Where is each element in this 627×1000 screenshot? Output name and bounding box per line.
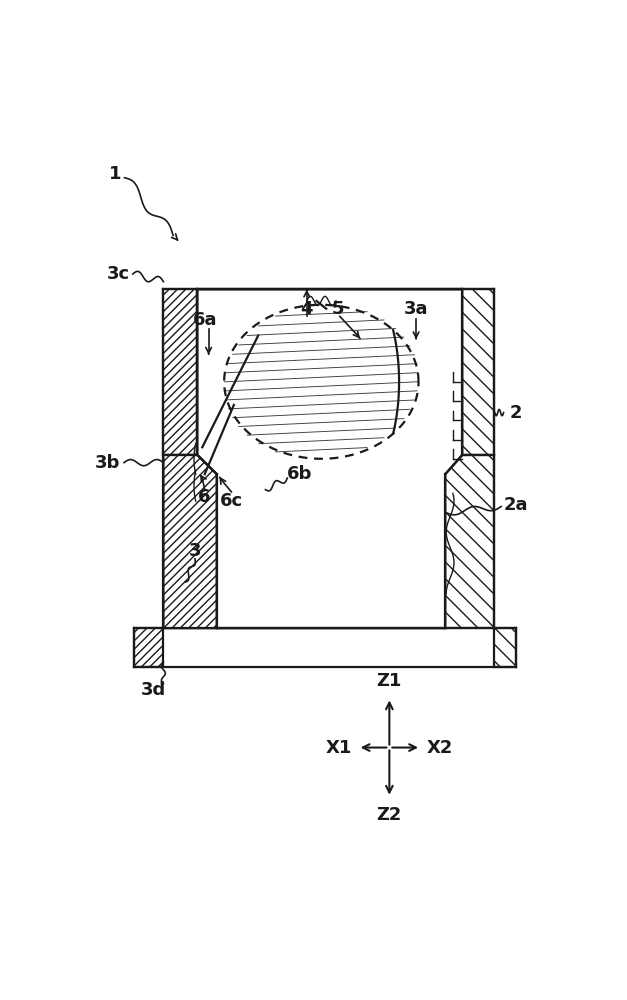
Polygon shape	[494, 628, 516, 667]
Polygon shape	[198, 289, 462, 455]
Text: Z2: Z2	[377, 806, 402, 824]
Text: 5: 5	[332, 300, 345, 318]
Polygon shape	[164, 289, 198, 455]
Polygon shape	[462, 289, 494, 455]
Text: 6: 6	[198, 488, 210, 506]
Text: 3d: 3d	[141, 681, 166, 699]
Text: 2: 2	[510, 404, 522, 422]
Text: 3c: 3c	[107, 265, 130, 283]
Text: 6c: 6c	[220, 492, 243, 510]
Text: 6a: 6a	[192, 311, 217, 329]
Text: 2a: 2a	[503, 496, 528, 514]
Text: 6b: 6b	[287, 465, 312, 483]
Text: 4: 4	[300, 300, 313, 318]
Text: 3a: 3a	[404, 300, 428, 318]
Text: 1: 1	[108, 165, 121, 183]
Polygon shape	[134, 628, 164, 667]
Text: 3: 3	[189, 542, 201, 560]
Text: X2: X2	[426, 739, 453, 757]
Text: X1: X1	[326, 739, 352, 757]
Text: Z1: Z1	[377, 672, 402, 690]
Polygon shape	[198, 289, 462, 628]
Polygon shape	[445, 455, 494, 628]
Text: 3b: 3b	[95, 454, 120, 472]
Polygon shape	[164, 455, 217, 628]
